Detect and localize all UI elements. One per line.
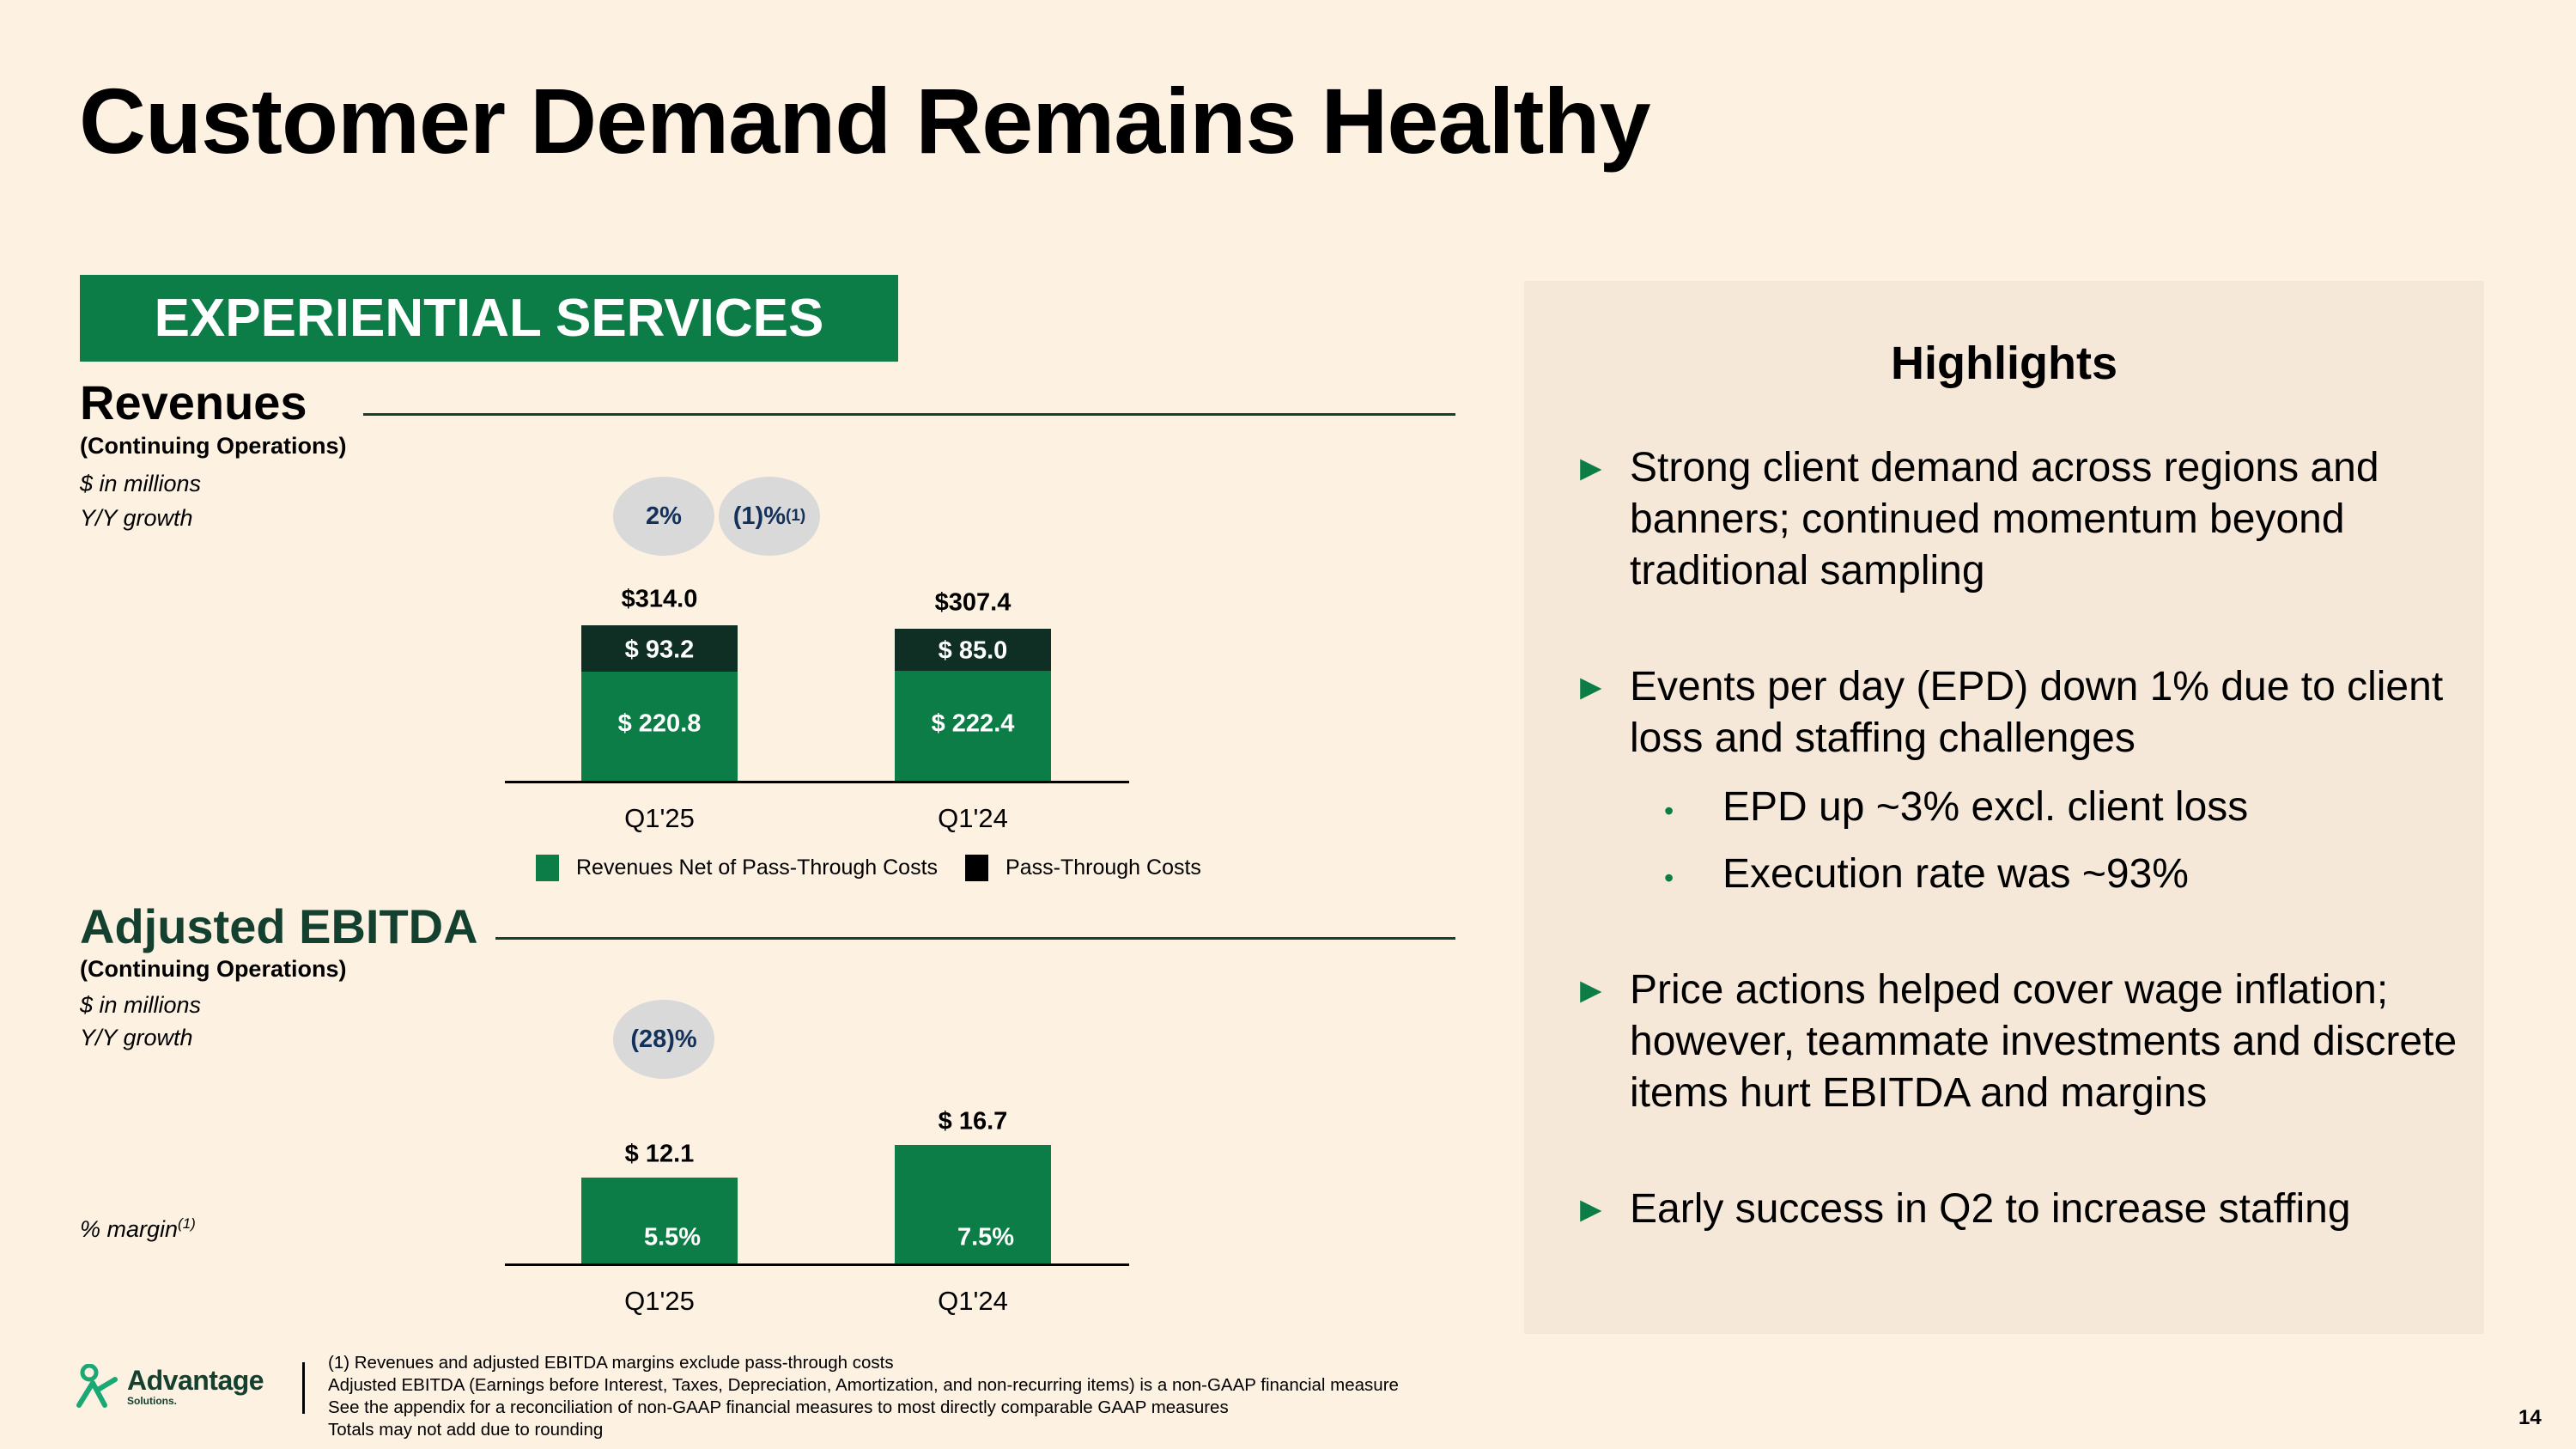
revenue-growth-pill: 2% xyxy=(613,477,714,556)
bar-segment-pass-through xyxy=(581,625,738,672)
page-number: 14 xyxy=(2518,1406,2542,1429)
highlights-panel xyxy=(1524,281,2484,1334)
triangle-bullet-icon: ► xyxy=(1573,667,1609,707)
revenues-rule xyxy=(363,413,1455,416)
highlight-subitem: • Execution rate was ~93% xyxy=(1664,850,2189,898)
legend-label-net: Revenues Net of Pass-Through Costs xyxy=(576,855,939,880)
highlight-item: ► Events per day (EPD) down 1% due to cl… xyxy=(1573,661,2466,764)
bar-value-label: $ 222.4 xyxy=(931,709,1015,738)
ebitda-units: $ in millions xyxy=(80,992,202,1018)
margin-footnote-ref: (1) xyxy=(178,1215,196,1232)
ebitda-rule xyxy=(495,937,1455,940)
highlight-item: ► Price actions helped cover wage inflat… xyxy=(1573,965,2466,1119)
advantage-logo-icon xyxy=(76,1364,118,1408)
dot-bullet-icon: • xyxy=(1664,795,1674,826)
x-axis xyxy=(505,1263,1129,1266)
footnotes: (1) Revenues and adjusted EBITDA margins… xyxy=(328,1352,1399,1441)
bar-value-label: $ 93.2 xyxy=(624,636,695,664)
logo-tagline: Solutions. xyxy=(127,1395,177,1407)
logo-divider xyxy=(302,1362,305,1414)
margin-label-text: % margin xyxy=(80,1216,179,1242)
footnote-ref: (1) xyxy=(786,507,806,525)
highlight-item: ► Early success in Q2 to increase staffi… xyxy=(1573,1184,2466,1235)
ebitda-growth-value: (28)% xyxy=(630,1025,697,1053)
footnote-line: See the appendix for a reconciliation of… xyxy=(328,1397,1229,1417)
ebitda-growth-pill: (28)% xyxy=(613,1000,714,1079)
bar-value-label: $ 16.7 xyxy=(938,1107,1008,1135)
legend-label-pass: Pass-Through Costs xyxy=(1005,855,1201,880)
revenue-net-growth-value: (1)% xyxy=(732,502,786,530)
revenue-growth-value: 2% xyxy=(646,502,682,530)
revenues-growth-label: Y/Y growth xyxy=(80,505,193,531)
x-tick-label: Q1'24 xyxy=(938,803,1008,833)
ebitda-subtitle: (Continuing Operations) xyxy=(80,956,347,982)
logo-wordmark: Advantage xyxy=(127,1365,264,1396)
revenues-units: $ in millions xyxy=(80,471,202,496)
revenue-net-growth-pill: (1)% (1) xyxy=(719,477,820,556)
ebitda-growth-label: Y/Y growth xyxy=(80,1025,193,1050)
x-tick-label: Q1'25 xyxy=(624,1286,695,1316)
revenues-subtitle: (Continuing Operations) xyxy=(80,433,347,459)
margin-label: % margin(1) xyxy=(80,1215,196,1243)
bar-segment-net xyxy=(895,670,1051,781)
dot-bullet-icon: • xyxy=(1664,862,1674,893)
highlight-subtext: EPD up ~3% excl. client loss xyxy=(1722,784,2249,830)
footnote-line: (1) Revenues and adjusted EBITDA margins… xyxy=(328,1353,894,1373)
highlight-item: ► Strong client demand across regions an… xyxy=(1573,442,2466,597)
highlight-text: Events per day (EPD) down 1% due to clie… xyxy=(1630,664,2444,761)
legend-swatch-pass xyxy=(965,855,989,881)
bar-segment-net xyxy=(581,671,738,781)
x-tick-label: Q1'25 xyxy=(624,803,695,833)
highlight-subitem: • EPD up ~3% excl. client loss xyxy=(1664,783,2248,831)
bar-value-label: $ 220.8 xyxy=(617,709,702,738)
ebitda-bar xyxy=(895,1145,1051,1263)
footnote-line: Totals may not add due to rounding xyxy=(328,1420,604,1440)
page-title: Customer Demand Remains Healthy xyxy=(79,69,1651,173)
bar-segment-pass-through xyxy=(895,628,1051,671)
bar-value-label: $ 12.1 xyxy=(624,1140,695,1168)
highlight-subtext: Execution rate was ~93% xyxy=(1722,851,2189,897)
highlight-text: Strong client demand across regions and … xyxy=(1630,445,2379,594)
margin-value-label: 7.5% xyxy=(957,1223,1015,1251)
triangle-bullet-icon: ► xyxy=(1573,1189,1609,1229)
advantage-logo: Advantage Solutions. xyxy=(76,1364,264,1409)
x-tick-label: Q1'24 xyxy=(938,1286,1008,1316)
bar-total-label: $314.0 xyxy=(621,585,698,613)
bar-value-label: $ 85.0 xyxy=(938,636,1008,665)
highlight-text: Early success in Q2 to increase staffing xyxy=(1630,1186,2351,1232)
triangle-bullet-icon: ► xyxy=(1573,970,1609,1010)
revenues-title: Revenues xyxy=(80,375,307,429)
segment-banner: EXPERIENTIAL SERVICES xyxy=(80,275,898,362)
chart-legend: Revenues Net of Pass-Through Costs Pass-… xyxy=(536,855,1201,881)
ebitda-bar xyxy=(581,1178,738,1263)
bar-total-label: $307.4 xyxy=(934,588,1012,617)
x-axis xyxy=(505,781,1129,783)
legend-swatch-net xyxy=(536,855,559,881)
footnote-line: Adjusted EBITDA (Earnings before Interes… xyxy=(328,1375,1399,1395)
highlights-title: Highlights xyxy=(1891,338,2117,389)
highlight-text: Price actions helped cover wage inflatio… xyxy=(1630,967,2458,1116)
triangle-bullet-icon: ► xyxy=(1573,447,1609,488)
ebitda-title: Adjusted EBITDA xyxy=(80,899,478,953)
margin-value-label: 5.5% xyxy=(643,1223,702,1251)
